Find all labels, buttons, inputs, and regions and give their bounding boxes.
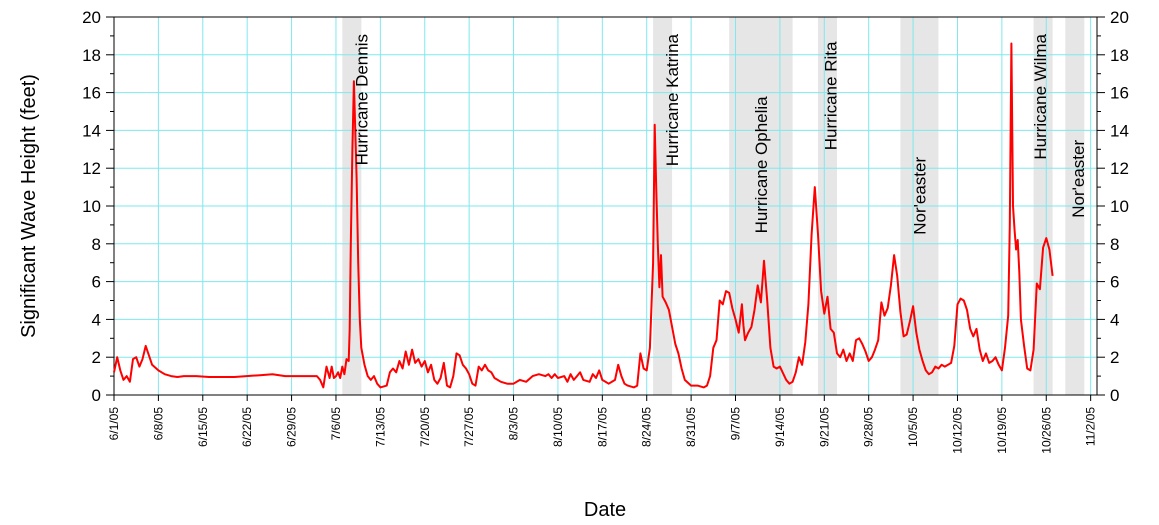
event-label: Nor'easter bbox=[1069, 140, 1088, 218]
y-tick-label-left: 16 bbox=[82, 84, 101, 103]
x-tick-label: 9/28/05 bbox=[862, 407, 876, 447]
y-tick-label-left: 20 bbox=[82, 8, 101, 27]
x-tick-label: 8/10/05 bbox=[551, 407, 565, 447]
y-tick-label-left: 18 bbox=[82, 46, 101, 65]
x-tick-label: 6/8/05 bbox=[151, 407, 165, 441]
event-label: Nor'easter bbox=[910, 157, 929, 235]
x-tick-label: 7/27/05 bbox=[462, 407, 476, 447]
y-tick-label-right: 14 bbox=[1110, 121, 1129, 140]
y-tick-label-right: 10 bbox=[1110, 197, 1129, 216]
grid-layer bbox=[113, 16, 1097, 396]
y-tick-label-right: 20 bbox=[1110, 8, 1129, 27]
axis-ticks: 0 0 2 2 4 4 6 6 8 8 10 10 12 12 14 14 16 16 18 18 20 20 6/1/05… bbox=[82, 8, 1129, 454]
y-tick-label-right: 8 bbox=[1110, 235, 1119, 254]
x-tick-label: 11/2/05 bbox=[1084, 407, 1098, 446]
x-tick-label: 8/17/05 bbox=[595, 407, 609, 447]
y-tick-label-right: 0 bbox=[1110, 386, 1119, 405]
event-label: Hurricane Katrina bbox=[663, 33, 682, 166]
y-tick-label-right: 16 bbox=[1110, 84, 1129, 103]
x-tick-label: 9/7/05 bbox=[729, 407, 743, 441]
event-labels: Hurricane Dennis Hurricane Katrina Hurrica… bbox=[352, 33, 1088, 234]
x-tick-label: 10/5/05 bbox=[906, 407, 920, 447]
x-tick-label: 7/13/05 bbox=[373, 407, 387, 447]
wave-height-line bbox=[113, 42, 1054, 389]
y-tick-label-right: 6 bbox=[1110, 273, 1119, 292]
x-tick-label: 6/29/05 bbox=[285, 407, 299, 447]
event-label: Hurricane Ophelia bbox=[752, 96, 771, 234]
event-label: Hurricane Rita bbox=[822, 41, 841, 150]
x-tick-label: 9/21/05 bbox=[817, 407, 831, 447]
x-tick-label: 6/15/05 bbox=[196, 407, 210, 447]
x-tick-label: 7/6/05 bbox=[329, 407, 343, 441]
y-tick-label-left: 0 bbox=[92, 386, 101, 405]
x-tick-label: 8/31/05 bbox=[684, 407, 698, 447]
y-tick-label-right: 18 bbox=[1110, 46, 1129, 65]
x-tick-label: 6/22/05 bbox=[240, 407, 254, 447]
event-label: Hurricane Dennis bbox=[352, 34, 371, 165]
y-axis-title: Significant Wave Height (feet) bbox=[18, 74, 40, 338]
x-tick-label: 10/19/05 bbox=[995, 407, 1009, 454]
y-tick-label-right: 2 bbox=[1110, 348, 1119, 367]
y-tick-label-left: 8 bbox=[92, 235, 101, 254]
x-tick-label: 10/26/05 bbox=[1039, 407, 1053, 454]
y-tick-label-right: 4 bbox=[1110, 310, 1119, 329]
x-axis-title: Date bbox=[584, 499, 626, 521]
y-tick-label-left: 14 bbox=[82, 121, 101, 140]
series-layer bbox=[113, 42, 1054, 389]
x-tick-label: 6/1/05 bbox=[107, 407, 121, 441]
y-tick-label-left: 12 bbox=[82, 159, 101, 178]
x-tick-label: 7/20/05 bbox=[418, 407, 432, 447]
x-tick-label: 10/12/05 bbox=[950, 407, 964, 454]
y-tick-label-left: 2 bbox=[92, 348, 101, 367]
x-tick-label: 8/24/05 bbox=[640, 407, 654, 447]
y-tick-label-right: 12 bbox=[1110, 159, 1129, 178]
y-tick-label-left: 4 bbox=[92, 310, 101, 329]
x-tick-label: 9/14/05 bbox=[773, 407, 787, 447]
x-tick-label: 8/3/05 bbox=[507, 407, 521, 441]
event-label: Hurricane Wilma bbox=[1031, 33, 1050, 159]
y-tick-label-left: 6 bbox=[92, 273, 101, 292]
y-tick-label-left: 10 bbox=[82, 197, 101, 216]
